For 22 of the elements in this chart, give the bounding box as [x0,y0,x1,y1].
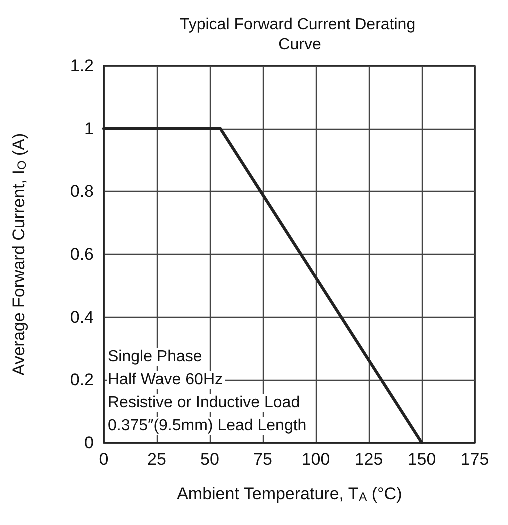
y-tick-label: 0.2 [70,370,94,390]
x-axis-title: Ambient Temperature, TA (°C) [177,484,402,504]
y-axis-title: Average Forward Current, IO (A) [10,133,29,376]
y-tick-label: 1 [84,119,94,138]
x-tick-label: 125 [354,450,384,469]
x-tick-label: 50 [200,450,220,469]
y-tick-label: 0 [84,434,94,452]
x-tick-label: 100 [302,450,330,469]
x-tick-label: 25 [148,450,166,469]
annotation: 0.375″(9.5mm) Lead Length [108,418,307,434]
y-tick-label: 0.8 [70,182,94,202]
x-tick-label: 75 [254,450,272,469]
chart-title: Typical Forward Current Derating Curve [180,16,420,54]
annotation: Single Phase [108,348,202,366]
y-tick-label: 1.2 [70,56,94,76]
x-tick-label: 150 [408,450,436,469]
x-tick-label: 0 [99,450,109,469]
y-tick-label: 0.4 [70,308,94,327]
annotation: Half Wave 60Hz [108,372,223,388]
y-tick-label: 0.6 [70,245,94,264]
x-tick-label: 175 [460,450,490,469]
annotation: Resistive or Inductive Load [108,394,300,412]
